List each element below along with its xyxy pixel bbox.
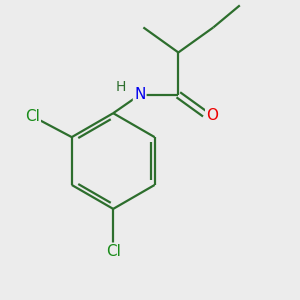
Text: O: O (206, 108, 218, 123)
Text: Cl: Cl (25, 109, 40, 124)
Text: N: N (134, 87, 146, 102)
Text: H: H (116, 80, 126, 94)
Text: Cl: Cl (106, 244, 121, 259)
